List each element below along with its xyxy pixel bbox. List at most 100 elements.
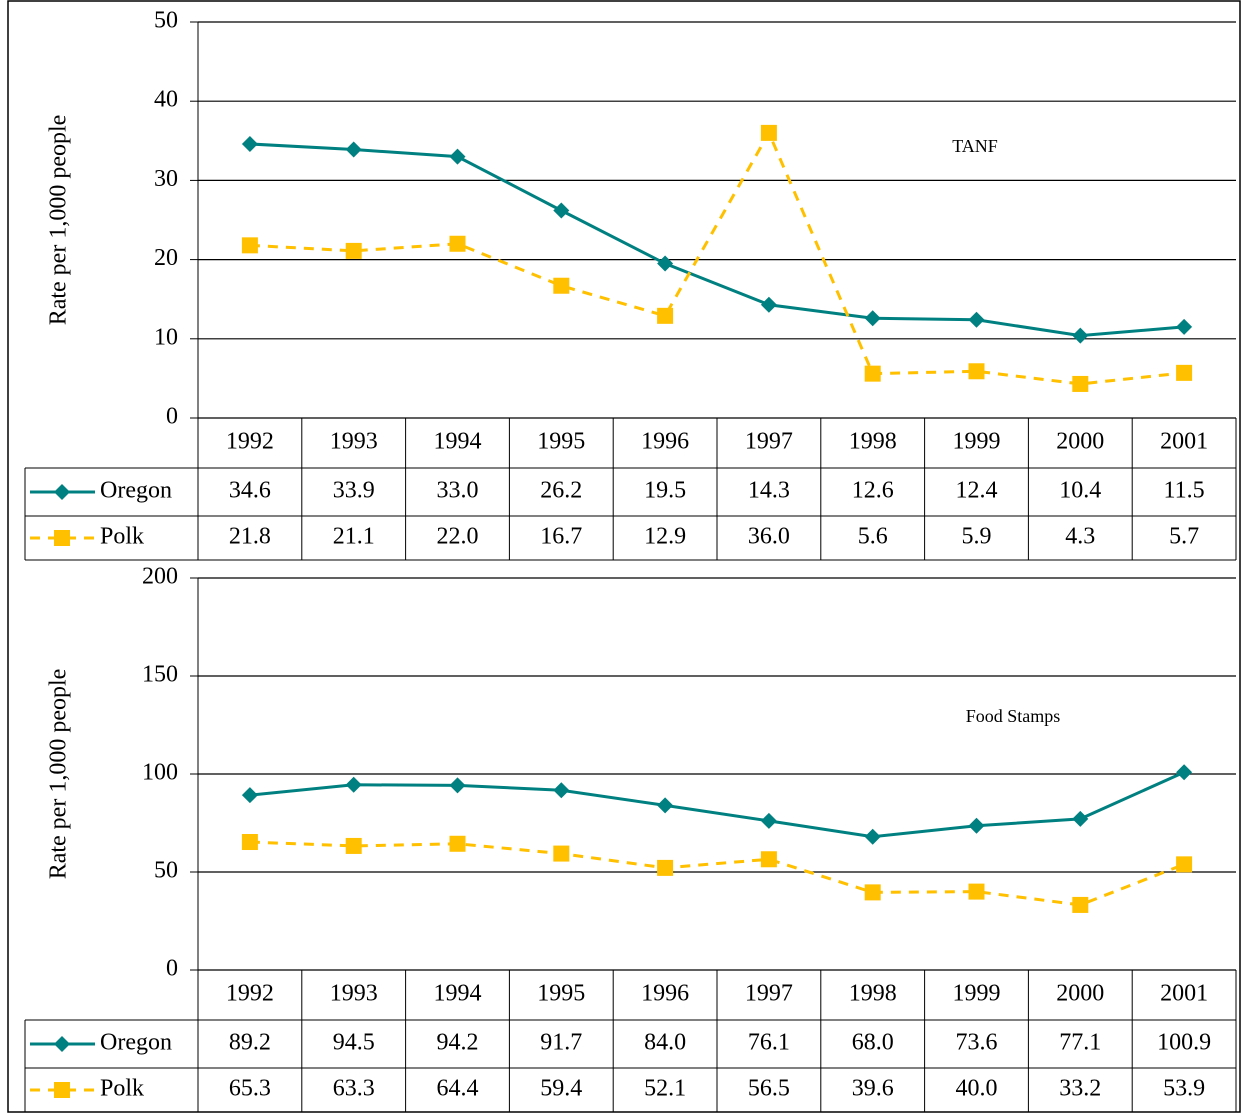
series-line xyxy=(249,770,1185,839)
marker xyxy=(345,141,362,158)
marker xyxy=(553,782,570,799)
series-line xyxy=(249,840,1185,907)
x-tick-label: 1993 xyxy=(330,981,378,1007)
marker xyxy=(1072,375,1089,392)
x-tick-label: 1992 xyxy=(226,429,274,455)
marker xyxy=(864,828,881,845)
table-value: 33.9 xyxy=(333,478,375,504)
y-tick-label: 0 xyxy=(166,404,178,430)
marker xyxy=(760,851,777,868)
marker xyxy=(968,817,985,834)
table-value: 39.6 xyxy=(852,1076,894,1102)
marker xyxy=(657,255,674,272)
y-tick-label: 20 xyxy=(154,245,178,271)
table-value: 12.4 xyxy=(956,478,998,504)
table-value: 73.6 xyxy=(956,1030,998,1056)
y-tick-label: 200 xyxy=(142,564,178,590)
table-value: 12.6 xyxy=(852,478,894,504)
table-value: 94.5 xyxy=(333,1030,375,1056)
marker xyxy=(345,776,362,793)
marker xyxy=(449,777,466,794)
legend-marker xyxy=(54,1036,70,1052)
marker xyxy=(1176,764,1193,781)
table-value: 84.0 xyxy=(644,1030,686,1056)
table-value: 77.1 xyxy=(1059,1030,1101,1056)
legend-marker xyxy=(54,530,70,546)
table-value: 68.0 xyxy=(852,1030,894,1056)
marker xyxy=(760,124,777,141)
x-tick-label: 1998 xyxy=(849,429,897,455)
marker xyxy=(1176,364,1193,381)
x-tick-label: 1995 xyxy=(537,981,585,1007)
x-tick-label: 1996 xyxy=(641,981,689,1007)
table-value: 34.6 xyxy=(229,478,271,504)
table-value: 94.2 xyxy=(437,1030,479,1056)
x-tick-label: 1998 xyxy=(849,981,897,1007)
legend-label: Oregon xyxy=(100,478,172,504)
marker xyxy=(1072,327,1089,344)
table-value: 21.1 xyxy=(333,524,375,550)
marker xyxy=(657,859,674,876)
y-tick-label: 40 xyxy=(154,87,178,113)
x-tick-label: 1999 xyxy=(953,429,1001,455)
marker xyxy=(553,277,570,294)
legend-label: Polk xyxy=(100,524,144,550)
table-value: 33.0 xyxy=(437,478,479,504)
marker xyxy=(1176,856,1193,873)
marker xyxy=(345,242,362,259)
table-value: 11.5 xyxy=(1164,478,1205,504)
table-value: 53.9 xyxy=(1163,1076,1205,1102)
table-value: 100.9 xyxy=(1157,1030,1211,1056)
annotation: Food Stamps xyxy=(966,706,1061,726)
marker xyxy=(449,235,466,252)
marker xyxy=(1072,896,1089,913)
legend-label: Oregon xyxy=(100,1030,172,1056)
y-tick-label: 50 xyxy=(154,858,178,884)
marker xyxy=(449,835,466,852)
y-tick-label: 0 xyxy=(166,956,178,982)
x-tick-label: 1999 xyxy=(953,981,1001,1007)
marker xyxy=(864,365,881,382)
marker xyxy=(968,363,985,380)
x-tick-label: 1995 xyxy=(537,429,585,455)
marker xyxy=(345,837,362,854)
annotation: TANF xyxy=(952,136,998,156)
marker xyxy=(968,883,985,900)
table-value: 22.0 xyxy=(437,524,479,550)
table-value: 10.4 xyxy=(1059,478,1101,504)
y-tick-label: 150 xyxy=(142,662,178,688)
x-tick-label: 1996 xyxy=(641,429,689,455)
table-value: 4.3 xyxy=(1065,524,1095,550)
marker xyxy=(760,296,777,313)
legend-marker xyxy=(54,1082,70,1098)
y-axis-label: Rate per 1,000 people xyxy=(46,115,72,326)
table-value: 16.7 xyxy=(540,524,582,550)
x-tick-label: 1997 xyxy=(745,429,793,455)
table-value: 89.2 xyxy=(229,1030,271,1056)
table-value: 64.4 xyxy=(437,1076,479,1102)
table-value: 26.2 xyxy=(540,478,582,504)
x-tick-label: 2001 xyxy=(1160,429,1208,455)
marker xyxy=(449,148,466,165)
table-value: 33.2 xyxy=(1059,1076,1101,1102)
table-value: 5.7 xyxy=(1169,524,1199,550)
marker xyxy=(1176,318,1193,335)
table-value: 65.3 xyxy=(229,1076,271,1102)
table-value: 63.3 xyxy=(333,1076,375,1102)
table-value: 76.1 xyxy=(748,1030,790,1056)
table-value: 21.8 xyxy=(229,524,271,550)
table-value: 12.9 xyxy=(644,524,686,550)
legend-marker xyxy=(54,484,70,500)
x-tick-label: 2001 xyxy=(1160,981,1208,1007)
marker xyxy=(657,307,674,324)
marker xyxy=(760,812,777,829)
marker xyxy=(864,884,881,901)
x-tick-label: 2000 xyxy=(1056,429,1104,455)
table-value: 56.5 xyxy=(748,1076,790,1102)
marker xyxy=(553,202,570,219)
y-tick-label: 30 xyxy=(154,166,178,192)
table-value: 5.9 xyxy=(962,524,992,550)
marker xyxy=(241,787,258,804)
legend-label: Polk xyxy=(100,1076,144,1102)
